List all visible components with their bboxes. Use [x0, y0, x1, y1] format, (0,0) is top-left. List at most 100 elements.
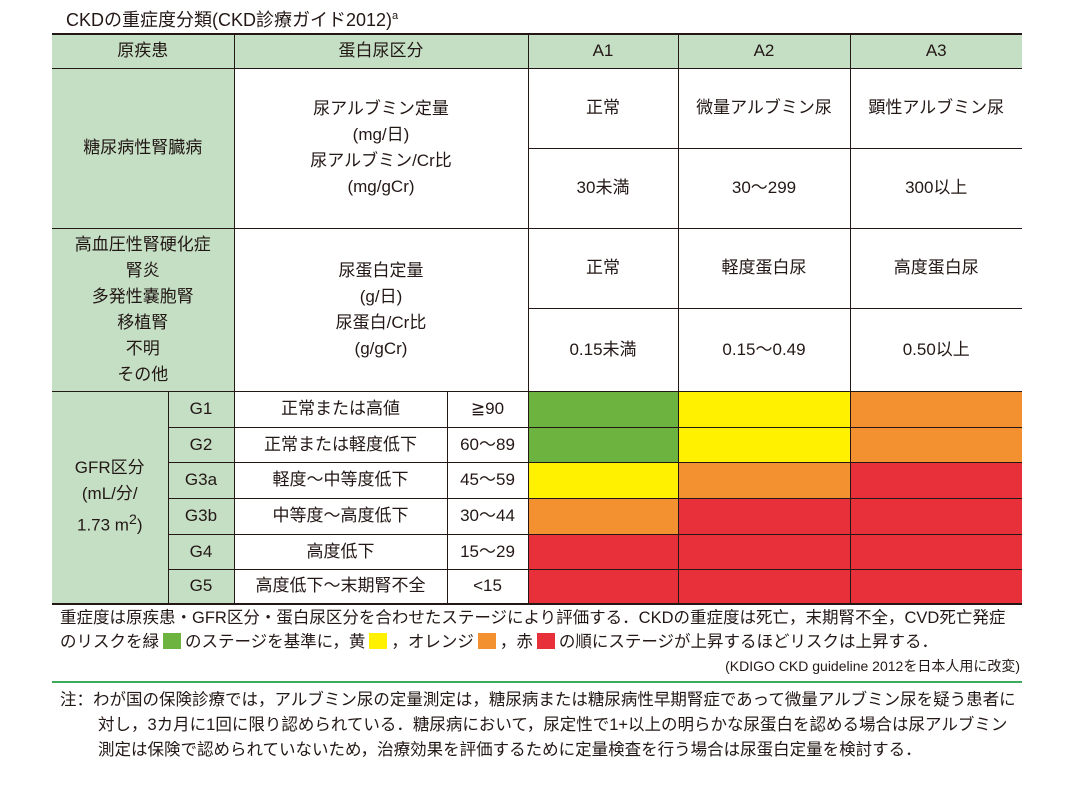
measure-line: (g/gCr) — [354, 338, 408, 358]
diabetes-range-a1: 30未満 — [528, 147, 679, 229]
gfr-grade: G3b — [168, 497, 235, 535]
disease-line: 移植腎 — [117, 312, 169, 332]
measure-line: (g/日) — [359, 286, 403, 306]
risk-cell-a3 — [849, 533, 1022, 570]
gfr-unit-end: ) — [136, 516, 143, 536]
disease-line: 高血圧性腎硬化症 — [74, 234, 211, 254]
gfr-row: G4 高度低下 15〜29 — [52, 533, 1022, 570]
diabetes-cat-a3: 顕性アルブミン尿 — [849, 67, 1022, 149]
measure-line: (mg/日) — [352, 125, 410, 144]
gfr-label-line: (mL/分/ — [81, 484, 138, 504]
risk-cell-a1 — [527, 568, 679, 605]
disease-line: 腎炎 — [125, 260, 160, 280]
other-cat-a1: 正常 — [527, 227, 679, 309]
footer-text: の順にステージが上昇するほどリスクは上昇する． — [558, 633, 939, 651]
risk-cell-a3 — [849, 568, 1022, 605]
measure-line: 尿アルブミン定量 — [313, 99, 449, 118]
gfr-description: 正常または高値 — [233, 390, 448, 428]
gfr-description: 高度低下〜末期腎不全 — [233, 568, 448, 605]
gfr-grade: G4 — [168, 533, 235, 570]
gfr-description: 軽度〜中等度低下 — [233, 461, 448, 499]
risk-cell-a3 — [849, 390, 1022, 428]
gfr-grade: G1 — [167, 390, 235, 428]
header-disease: 原疾患 — [52, 33, 235, 69]
title-footnote: a — [392, 10, 399, 22]
other-measure: 尿蛋白定量 (g/日) 尿蛋白/Cr比 (g/gCr) — [233, 227, 529, 392]
gfr-label-line: 1.73 m2) — [52, 507, 167, 539]
gfr-row: G2 正常または軽度低下 60〜89 — [52, 426, 1022, 463]
disease-line: 不明 — [125, 338, 160, 358]
yellow-swatch — [369, 633, 388, 649]
gfr-description: 高度低下 — [233, 533, 448, 570]
disease-line: その他 — [117, 364, 169, 384]
header-protein: 蛋白尿区分 — [233, 33, 529, 69]
green-swatch — [163, 633, 181, 649]
title-text: CKDの重症度分類(CKD診療ガイド2012) — [66, 10, 393, 30]
other-cat-a2: 軽度蛋白尿 — [677, 227, 851, 309]
risk-cell-a1 — [527, 533, 679, 570]
gfr-value: 30〜44 — [446, 497, 529, 535]
risk-cell-a3 — [849, 461, 1022, 499]
header-a1: A1 — [527, 33, 679, 69]
risk-cell-a2 — [677, 497, 851, 535]
other-range-a3: 0.50以上 — [849, 307, 1022, 392]
gfr-row: G3a 軽度〜中等度低下 45〜59 — [52, 461, 1022, 499]
measure-line: 尿蛋白定量 — [338, 260, 424, 280]
orange-swatch — [477, 633, 496, 649]
gfr-row: G5 高度低下〜末期腎不全 <15 — [52, 568, 1022, 605]
risk-cell-a1 — [527, 426, 679, 463]
measure-line: 尿アルブミン/Cr比 — [310, 151, 452, 170]
diabetes-cat-a1: 正常 — [527, 67, 679, 149]
diabetes-range-a2: 30〜299 — [677, 147, 851, 229]
footer-text: ，赤 — [499, 633, 533, 651]
measure-line: 尿蛋白/Cr比 — [335, 312, 427, 332]
gfr-row: G3b 中等度〜高度低下 30〜44 — [52, 497, 1022, 535]
gfr-unit: 1.73 m — [76, 516, 129, 536]
risk-cell-a2 — [677, 461, 851, 499]
risk-cell-a1 — [527, 497, 679, 535]
risk-cell-a2 — [677, 568, 851, 605]
diabetes-measure: 尿アルブミン定量 (mg/日) 尿アルブミン/Cr比 (mg/gCr) — [233, 67, 529, 229]
table-title: CKDの重症度分類(CKD診療ガイド2012)a — [66, 6, 398, 32]
gfr-grade: G3a — [168, 461, 235, 499]
risk-cell-a2 — [677, 533, 851, 570]
footer-legend: 重症度は原疾患・GFR区分・蛋白尿区分を合わせたステージにより評価する．CKDの… — [60, 606, 1020, 674]
other-cat-a3: 高度蛋白尿 — [849, 227, 1022, 309]
gfr-unit-sup: 2 — [128, 512, 137, 529]
gfr-description: 正常または軽度低下 — [233, 426, 448, 463]
disease-line: 多発性嚢胞腎 — [91, 286, 194, 306]
footer-text: のステージを基準に，黄 — [185, 633, 366, 651]
footer-text: ，オレンジ — [391, 633, 474, 651]
other-disease: 高血圧性腎硬化症 腎炎多発性嚢胞腎 移植腎不明その他 — [52, 227, 235, 392]
gfr-description: 中等度〜高度低下 — [233, 497, 448, 535]
diabetes-disease: 糖尿病性腎臓病 — [52, 67, 235, 229]
header-a2: A2 — [677, 33, 851, 69]
ckd-severity-table: 原疾患 蛋白尿区分 A1 A2 A3 糖尿病性腎臓病 尿アルブミン定量 (mg/日… — [52, 33, 1022, 605]
other-range-a2: 0.15〜0.49 — [677, 307, 851, 392]
measure-line: (mg/gCr) — [347, 177, 415, 196]
gfr-value: ≧90 — [446, 390, 529, 428]
diabetes-cat-a2: 微量アルブミン尿 — [677, 67, 851, 149]
header-a3: A3 — [849, 33, 1022, 69]
risk-cell-a2 — [677, 426, 851, 463]
gfr-grade: G5 — [168, 568, 235, 605]
divider — [52, 681, 1022, 683]
gfr-row: GFR区分 (mL/分/1.73 m2) G1 正常または高値 ≧90 — [52, 390, 1022, 605]
gfr-value: <15 — [446, 568, 529, 605]
risk-cell-a3 — [849, 426, 1022, 463]
risk-cell-a2 — [677, 390, 851, 428]
risk-cell-a3 — [849, 497, 1022, 535]
other-range-a1: 0.15未満 — [528, 307, 679, 392]
diabetes-range-a3: 300以上 — [849, 147, 1022, 229]
gfr-value: 60〜89 — [446, 426, 529, 463]
red-swatch — [536, 633, 555, 649]
note-text: 注：わが国の保険診療では，アルブミン尿の定量測定は，糖尿病または糖尿病性早期腎症… — [60, 691, 1016, 759]
gfr-value: 45〜59 — [446, 461, 529, 499]
footer-text: 重症度は原疾患・GFR区分・蛋白尿区分を合わせたステージにより評価する．CKDの… — [60, 609, 1006, 651]
risk-cell-a1 — [527, 461, 679, 499]
risk-cell-a1 — [527, 390, 679, 428]
gfr-grade: G2 — [168, 426, 235, 463]
gfr-label-line: GFR区分 — [74, 458, 145, 478]
gfr-label: GFR区分 (mL/分/1.73 m2) — [52, 390, 169, 605]
source-citation: (KDIGO CKD guideline 2012を日本人用に改変) — [725, 658, 1020, 674]
